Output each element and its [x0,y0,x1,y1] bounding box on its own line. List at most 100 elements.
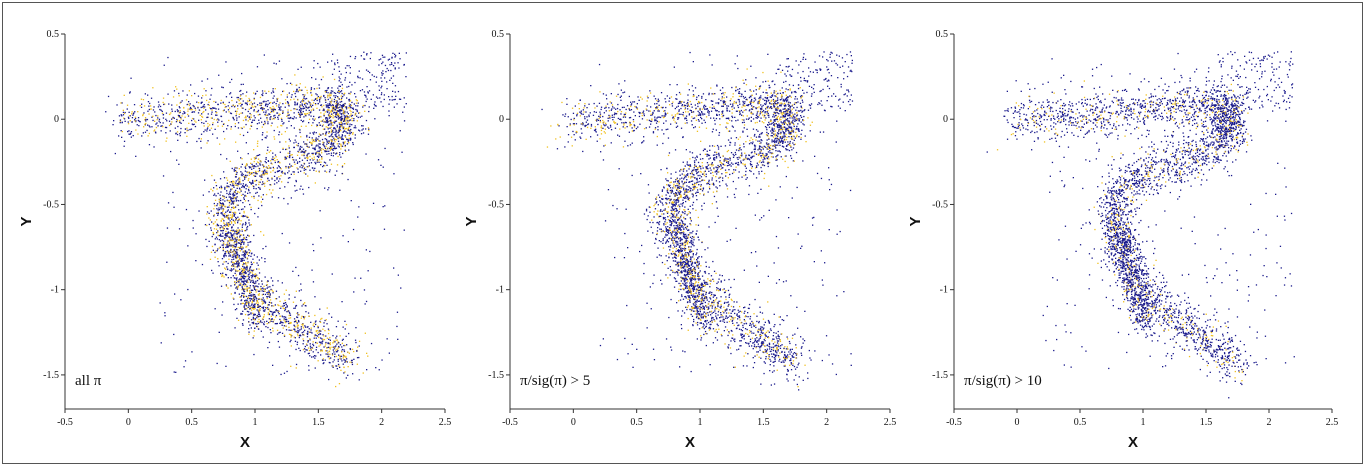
scatter-point [330,126,332,128]
scatter-point [322,334,324,336]
scatter-point [331,273,333,275]
scatter-point [321,120,323,122]
scatter-point [349,81,351,83]
scatter-point [229,160,231,162]
scatter-point [247,188,250,191]
scatter-point [312,153,314,156]
scatter-point [344,118,346,121]
scatter-point [326,337,328,339]
scatter-point [350,113,352,115]
scatter-point [373,75,375,78]
scatter-point [704,326,707,328]
scatter-point [339,109,342,111]
scatter-point [233,169,235,171]
scatter-point [254,327,256,329]
scatter-point [325,350,327,352]
scatter-point [223,171,225,173]
scatter-point [309,343,311,345]
scatter-point [337,155,339,158]
scatter-point [332,129,334,132]
scatter-point [699,114,701,116]
scatter-point [223,197,226,199]
scatter-point [331,100,333,102]
scatter-point [257,199,259,202]
scatter-point [334,356,336,358]
scatter-point [245,188,247,190]
scatter-point [253,353,255,356]
scatter-point [767,319,770,322]
scatter-point [265,92,267,94]
scatter-point [238,177,240,179]
scatter-point [270,302,273,304]
scatter-point [585,124,587,127]
scatter-point [267,313,269,316]
scatter-point [178,116,180,118]
scatter-point [321,125,324,127]
scatter-point [398,67,400,69]
scatter-point [298,320,300,323]
scatter-point [234,266,236,268]
scatter-point [192,227,194,229]
scatter-point [225,246,227,249]
scatter-point [221,205,223,207]
scatter-point [232,261,234,263]
scatter-point [221,258,224,260]
scatter-point [216,232,218,234]
scatter-point [216,119,218,121]
scatter-point [265,103,268,105]
scatter-point [253,294,256,296]
scatter-point [121,136,123,138]
scatter-point [333,145,335,147]
scatter-point [341,115,343,117]
scatter-point [218,201,220,203]
scatter-point [388,352,390,354]
scatter-point [322,359,324,361]
scatter-point [225,255,227,257]
scatter-point [276,159,278,161]
scatter-point [301,103,303,105]
scatter-point [247,200,250,202]
scatter-point [188,90,190,92]
scatter-point [327,126,329,129]
scatter-point [311,77,313,79]
scatter-point [209,219,211,221]
scatter-point [316,144,318,146]
scatter-point [358,345,360,347]
scatter-point [128,117,130,119]
scatter-point [756,107,759,109]
scatter-point [135,129,137,131]
scatter-point [352,373,354,375]
scatter-point [329,101,331,103]
scatter-point [318,336,320,339]
scatter-point [341,138,343,140]
scatter-point [155,114,157,117]
scatter-point [238,293,240,295]
scatter-point [130,131,133,133]
scatter-point [257,290,260,292]
scatter-point [672,220,674,223]
scatter-point [147,135,149,137]
scatter-point [320,164,322,166]
scatter-point [315,355,317,357]
scatter-point [241,239,243,241]
scatter-point [262,297,264,299]
scatter-point [254,318,256,321]
scatter-point [163,103,165,106]
scatter-point [336,59,339,61]
scatter-point [236,256,239,259]
scatter-point [286,127,288,129]
scatter-point [225,285,228,287]
scatter-point [242,234,245,236]
scatter-point [301,146,303,148]
y-axis-title: Y [18,216,35,226]
scatter-point [335,129,337,131]
scatter-point [790,122,793,124]
scatter-point [370,98,372,100]
scatter-point [254,295,256,297]
scatter-point [800,133,802,135]
scatter-point [753,173,755,175]
scatter-point [717,171,719,173]
scatter-point [744,320,746,322]
scatter-point [185,99,188,101]
scatter-point [330,111,332,113]
